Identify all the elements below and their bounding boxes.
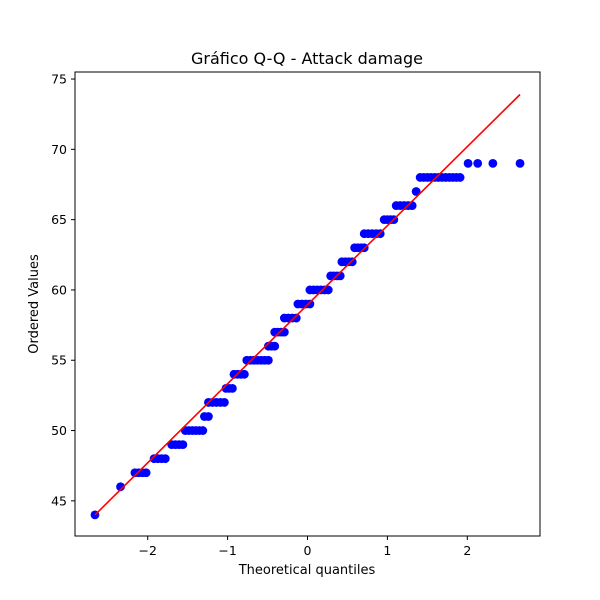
x-tick-label: −1: [218, 543, 236, 558]
axes: −2 −1 0 1 2 45 50 55 60 65 70 75: [51, 71, 541, 558]
data-point: [473, 158, 483, 168]
y-tick-label: 55: [51, 353, 67, 368]
data-point: [220, 398, 229, 407]
data-point: [407, 201, 417, 210]
x-tick-label: 2: [463, 543, 471, 558]
y-tick-label: 50: [51, 423, 67, 438]
data-point: [141, 468, 151, 478]
data-point: [323, 285, 333, 295]
data-point: [411, 187, 421, 196]
x-tick-label: −2: [138, 543, 156, 558]
data-point: [239, 369, 249, 379]
fit-line: [94, 93, 521, 516]
data-point: [347, 257, 357, 267]
y-tick-label: 75: [51, 72, 67, 87]
chart-title: Gráfico Q-Q - Attack damage: [191, 49, 423, 68]
data-point: [279, 327, 289, 337]
y-tick-label: 70: [51, 142, 67, 157]
x-tick-label: 0: [304, 543, 312, 558]
data-point: [515, 158, 525, 168]
data-point: [305, 299, 315, 309]
data-point: [178, 440, 188, 450]
data-point: [160, 454, 170, 464]
y-tick-label: 45: [51, 493, 67, 508]
x-axis-label: Theoretical quantiles: [238, 563, 376, 578]
data-point: [198, 426, 208, 435]
data-point: [463, 158, 473, 168]
data-point: [204, 412, 213, 421]
data-point: [488, 158, 498, 168]
y-tick-label: 60: [51, 282, 67, 297]
data-point: [455, 173, 465, 182]
x-tick-label: 1: [383, 543, 391, 558]
y-axis-label: Ordered Values: [27, 254, 42, 354]
data-point: [270, 341, 280, 351]
data-point: [228, 383, 237, 393]
data-point: [291, 313, 301, 323]
data-point: [263, 355, 273, 365]
data-point: [116, 482, 125, 492]
y-tick-label: 65: [51, 212, 67, 227]
plot-area: [90, 93, 525, 520]
